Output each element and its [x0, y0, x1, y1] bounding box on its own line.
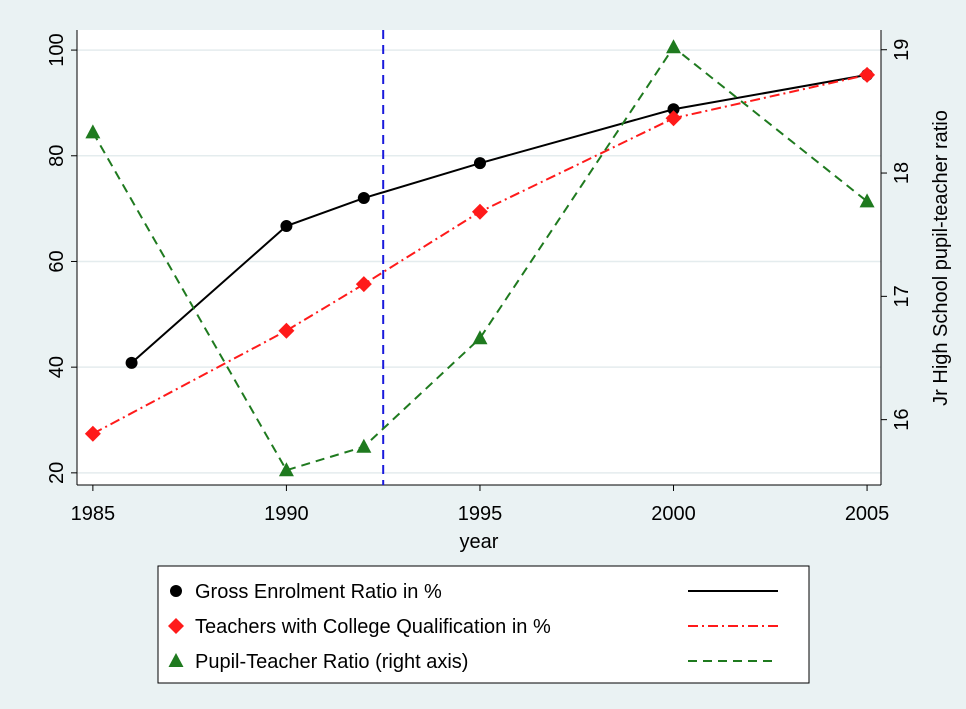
- point: [85, 124, 101, 139]
- legend-marker: [168, 653, 184, 667]
- x-tick-label: 1990: [264, 503, 309, 525]
- series-line: [130, 73, 868, 364]
- point: [472, 330, 488, 345]
- legend-label: Gross Enrolment Ratio in %: [195, 581, 442, 603]
- y2-axis-title: Jr High School pupil-teacher ratio: [930, 110, 952, 406]
- legend-marker: [168, 618, 184, 634]
- legend-marker: [170, 585, 182, 597]
- y-tick-label: 40: [46, 356, 68, 378]
- legend-label: Teachers with College Qualification in %: [195, 616, 551, 638]
- point: [859, 193, 875, 208]
- series-line: [92, 73, 868, 435]
- point: [667, 103, 680, 116]
- point: [666, 39, 682, 54]
- point: [356, 438, 372, 453]
- legend: [157, 565, 810, 684]
- y-tick-label: 20: [46, 462, 68, 484]
- x-tick-label: 2000: [651, 503, 696, 525]
- y2-tick-label: 19: [891, 39, 913, 61]
- point: [278, 462, 294, 477]
- x-tick-label: 1985: [71, 503, 116, 525]
- point: [84, 425, 101, 442]
- point: [357, 192, 370, 205]
- y2-tick-label: 16: [891, 409, 913, 431]
- plot-area: [77, 30, 881, 485]
- y-tick-label: 100: [46, 33, 68, 66]
- point: [473, 157, 486, 170]
- point: [665, 110, 682, 127]
- x-axis-title: year: [460, 531, 499, 553]
- point: [471, 203, 488, 220]
- point: [125, 356, 138, 369]
- x-tick-label: 2005: [845, 503, 890, 525]
- y2-tick-label: 17: [891, 285, 913, 307]
- y-tick-label: 60: [46, 250, 68, 272]
- legend-label: Pupil-Teacher Ratio (right axis): [195, 651, 468, 673]
- x-tick-label: 1995: [458, 503, 503, 525]
- point: [355, 276, 372, 293]
- point: [859, 66, 876, 83]
- point: [280, 220, 293, 233]
- y2-tick-label: 18: [891, 162, 913, 184]
- point: [278, 322, 295, 339]
- y-tick-label: 80: [46, 145, 68, 167]
